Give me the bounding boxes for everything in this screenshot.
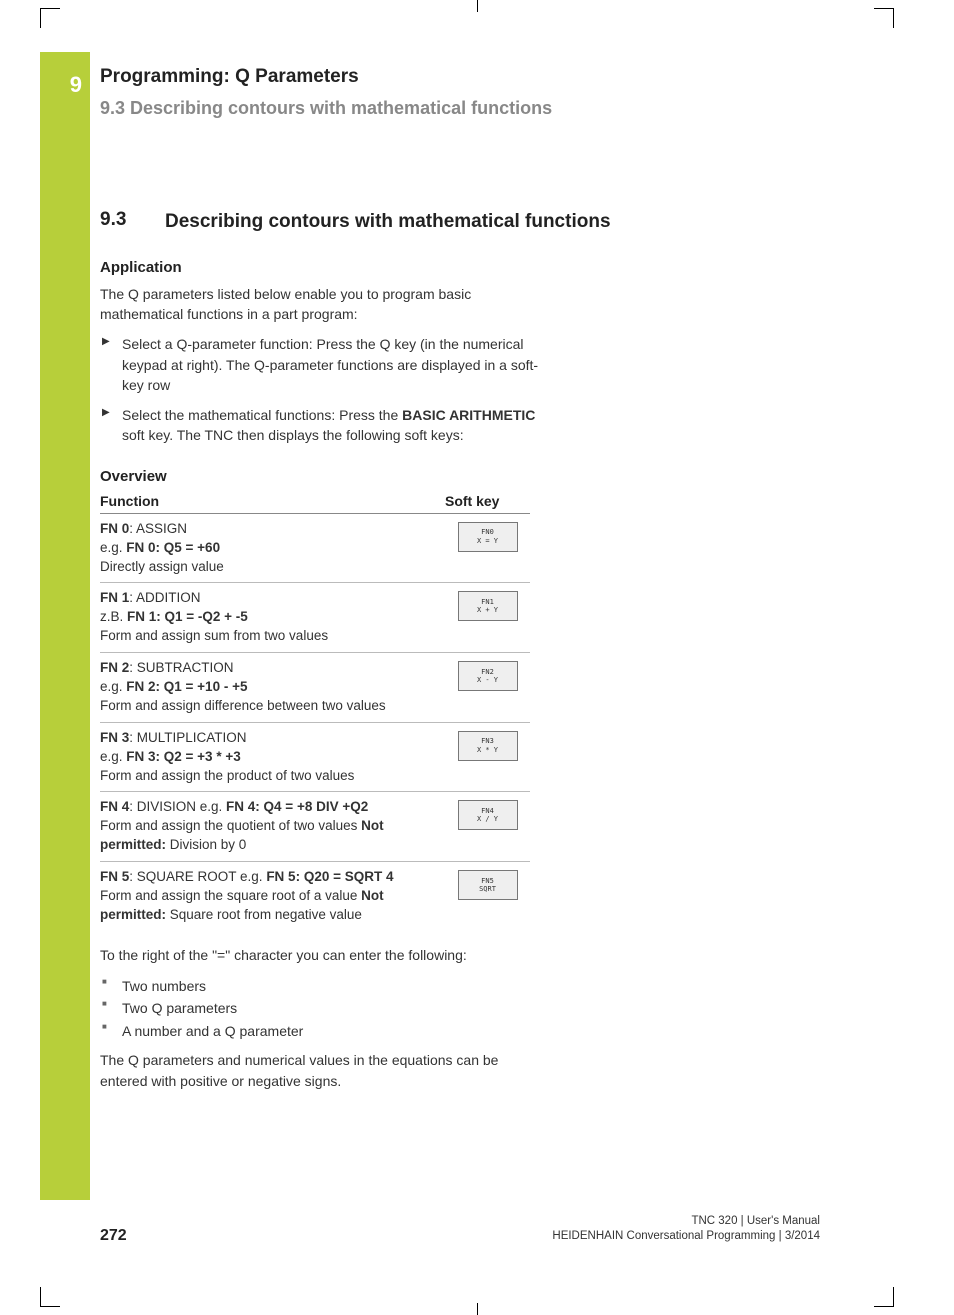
list-item: Select the mathematical functions: Press… <box>100 405 540 446</box>
closing-text: The Q parameters and numerical values in… <box>100 1050 540 1091</box>
softkey-icon: FN5 SQRT <box>458 870 518 900</box>
table-header: Function Soft key <box>100 493 530 514</box>
overview-table: Function Soft key FN 0: ASSIGNe.g. FN 0:… <box>100 493 530 931</box>
application-intro: The Q parameters listed below enable you… <box>100 284 540 325</box>
softkey-line2: X = Y <box>477 537 498 545</box>
function-cell: FN 5: SQUARE ROOT e.g. FN 5: Q20 = SQRT … <box>100 868 445 925</box>
softkey-cell: FN1 X + Y <box>445 589 530 621</box>
section-title: Describing contours with mathematical fu… <box>165 209 611 235</box>
table-row: FN 3: MULTIPLICATIONe.g. FN 3: Q2 = +3 *… <box>100 723 530 793</box>
doc-line1: TNC 320 | User's Manual <box>552 1214 820 1230</box>
table-row: FN 0: ASSIGNe.g. FN 0: Q5 = +60Directly … <box>100 514 530 584</box>
list-item: Two numbers <box>100 975 540 997</box>
softkey-icon: FN2 X - Y <box>458 661 518 691</box>
running-section-title: 9.3 Describing contours with mathematica… <box>100 98 860 119</box>
softkey-cell: FN4 X / Y <box>445 798 530 830</box>
doc-info: TNC 320 | User's Manual HEIDENHAIN Conve… <box>552 1214 820 1245</box>
col-softkey: Soft key <box>445 493 530 509</box>
chapter-tab: 9 <box>40 52 90 1200</box>
function-cell: FN 1: ADDITIONz.B. FN 1: Q1 = -Q2 + -5Fo… <box>100 589 445 646</box>
softkey-cell: FN2 X - Y <box>445 659 530 691</box>
softkey-line1: FN4 <box>481 807 494 815</box>
after-table-text: To the right of the "=" character you ca… <box>100 945 540 965</box>
softkey-line2: SQRT <box>479 885 496 893</box>
application-steps: Select a Q-parameter function: Press the… <box>100 334 540 445</box>
col-function: Function <box>100 493 445 509</box>
subheading-application: Application <box>100 259 860 276</box>
softkey-cell: FN5 SQRT <box>445 868 530 900</box>
doc-line2: HEIDENHAIN Conversational Programming | … <box>552 1229 820 1245</box>
page-footer: 272 TNC 320 | User's Manual HEIDENHAIN C… <box>100 1214 820 1245</box>
list-item: A number and a Q parameter <box>100 1020 540 1042</box>
softkey-icon: FN1 X + Y <box>458 591 518 621</box>
crop-mark <box>477 1303 478 1315</box>
table-row: FN 4: DIVISION e.g. FN 4: Q4 = +8 DIV +Q… <box>100 792 530 862</box>
function-cell: FN 2: SUBTRACTIONe.g. FN 2: Q1 = +10 - +… <box>100 659 445 716</box>
section-heading: 9.3 Describing contours with mathematica… <box>100 209 860 235</box>
section-number: 9.3 <box>100 209 165 235</box>
after-list: Two numbers Two Q parameters A number an… <box>100 975 540 1042</box>
list-item: Select a Q-parameter function: Press the… <box>100 334 540 395</box>
softkey-line1: FN5 <box>481 877 494 885</box>
list-item: Two Q parameters <box>100 997 540 1019</box>
chapter-title: Programming: Q Parameters <box>100 66 860 88</box>
softkey-cell: FN3 X * Y <box>445 729 530 761</box>
table-row: FN 5: SQUARE ROOT e.g. FN 5: Q20 = SQRT … <box>100 862 530 931</box>
softkey-icon: FN0 X = Y <box>458 522 518 552</box>
function-cell: FN 0: ASSIGNe.g. FN 0: Q5 = +60Directly … <box>100 520 445 577</box>
function-cell: FN 3: MULTIPLICATIONe.g. FN 3: Q2 = +3 *… <box>100 729 445 786</box>
crop-mark <box>40 1287 60 1307</box>
softkey-line1: FN3 <box>481 737 494 745</box>
function-cell: FN 4: DIVISION e.g. FN 4: Q4 = +8 DIV +Q… <box>100 798 445 855</box>
table-row: FN 1: ADDITIONz.B. FN 1: Q1 = -Q2 + -5Fo… <box>100 583 530 653</box>
softkey-line2: X + Y <box>477 606 498 614</box>
chapter-number: 9 <box>70 72 82 98</box>
crop-mark <box>40 8 60 28</box>
page-content: Programming: Q Parameters 9.3 Describing… <box>100 66 860 1101</box>
softkey-line2: X * Y <box>477 746 498 754</box>
subheading-overview: Overview <box>100 468 860 485</box>
softkey-line1: FN0 <box>481 528 494 536</box>
crop-mark <box>477 0 478 12</box>
softkey-icon: FN4 X / Y <box>458 800 518 830</box>
softkey-line2: X - Y <box>477 676 498 684</box>
softkey-line1: FN1 <box>481 598 494 606</box>
softkey-line1: FN2 <box>481 668 494 676</box>
page-number: 272 <box>100 1227 127 1245</box>
crop-mark <box>874 8 894 28</box>
table-row: FN 2: SUBTRACTIONe.g. FN 2: Q1 = +10 - +… <box>100 653 530 723</box>
softkey-cell: FN0 X = Y <box>445 520 530 552</box>
softkey-icon: FN3 X * Y <box>458 731 518 761</box>
softkey-line2: X / Y <box>477 815 498 823</box>
crop-mark <box>874 1287 894 1307</box>
